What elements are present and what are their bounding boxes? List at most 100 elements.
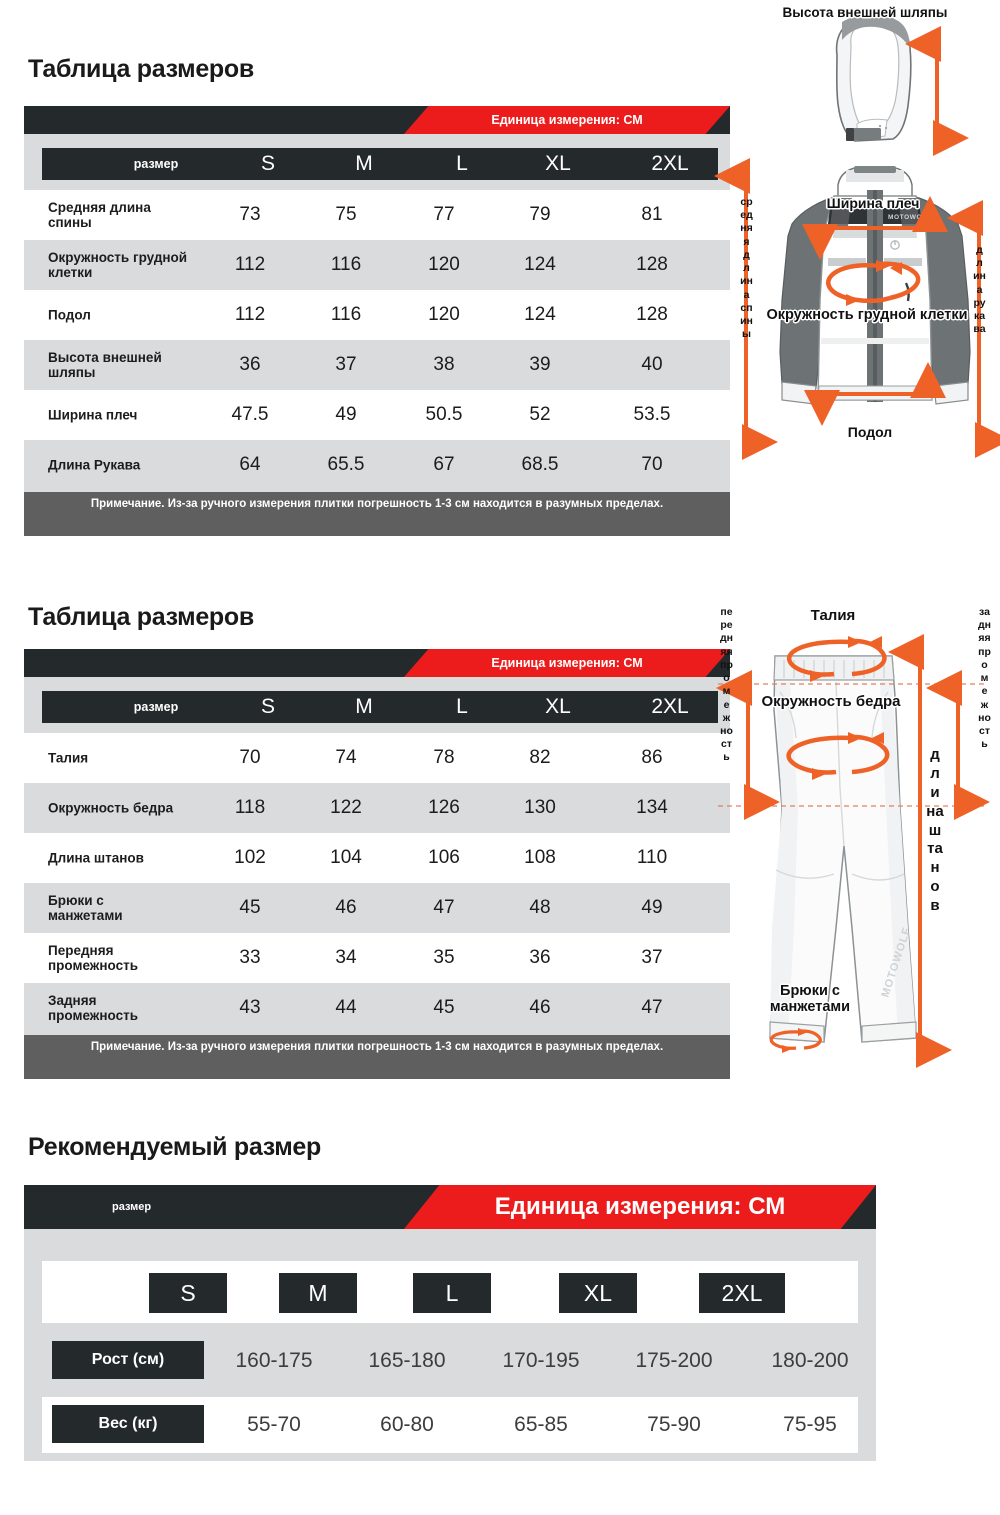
chest-circumference-label: Окружность грудной клетки xyxy=(766,307,968,323)
measurement-note: Примечание. Из-за ручного измерения плит… xyxy=(24,1035,730,1079)
row-label: Ширина плеч xyxy=(48,407,138,423)
cell-jacket-s: 112 xyxy=(234,254,266,275)
column-header-m: M xyxy=(355,695,373,718)
table-row-inner: Брюки с манжетами 45 46 47 48 49 xyxy=(42,883,718,933)
column-header-l: L xyxy=(456,152,468,175)
row-label: Высота внешней шляпы xyxy=(48,349,162,380)
column-header-xl: XL xyxy=(545,695,571,718)
row-label: Окружность бедра xyxy=(48,800,174,816)
table-body: Средняя длина спины 73 75 77 79 81 Окружность г… xyxy=(24,190,730,490)
cell-jacket-l: 120 xyxy=(428,304,460,325)
column-header-m: M xyxy=(355,152,373,175)
row-label: Задняя промежность xyxy=(48,992,138,1023)
cell-pants-s: 70 xyxy=(239,747,261,768)
table-row-inner: Передняя промежность 33 34 35 36 37 xyxy=(42,933,718,983)
pants-diagram: MOTOWOLF xyxy=(712,598,1000,1080)
pants-table-title: Таблица размеров xyxy=(28,603,254,631)
cell-pants-2xl: 37 xyxy=(641,947,663,968)
column-header-row: размер S M L XL 2XL xyxy=(42,691,718,723)
size-chip-s: S xyxy=(149,1273,227,1313)
table-row: Брюки с манжетами 45 46 47 48 49 xyxy=(24,883,730,933)
table-row: Вес (кг) 55-70 60-80 65-85 75-90 75-95 xyxy=(42,1397,858,1453)
column-header-l: L xyxy=(456,695,468,718)
sleeve-length-label: длина рукава xyxy=(973,244,986,336)
cell-jacket-l: 50.5 xyxy=(425,404,463,425)
size-chip-2xl: 2XL xyxy=(699,1273,785,1313)
cell-jacket-xl: 124 xyxy=(524,304,556,325)
height-value-l: 170-195 xyxy=(502,1349,580,1372)
table-row-inner: Длина штанов 102 104 106 108 110 xyxy=(42,833,718,883)
cell-pants-m: 122 xyxy=(330,797,362,818)
jacket-brand-text: MOTOWOLF xyxy=(888,214,931,221)
table-row: Талия 70 74 78 82 86 xyxy=(24,733,730,783)
cell-pants-m: 74 xyxy=(335,747,357,768)
table-row: Задняя промежность 43 44 45 46 47 xyxy=(24,983,730,1033)
table-row: Передняя промежность 33 34 35 36 37 xyxy=(24,933,730,983)
measurement-note: Примечание. Из-за ручного измерения плит… xyxy=(24,492,730,536)
table-row-inner: Подол 112 116 120 124 128 xyxy=(42,290,718,340)
cell-jacket-l: 120 xyxy=(428,254,460,275)
table-row: Длина штанов 102 104 106 108 110 xyxy=(24,833,730,883)
cell-jacket-2xl: 81 xyxy=(641,204,663,225)
cell-pants-l: 126 xyxy=(428,797,460,818)
hood-shape xyxy=(835,14,912,142)
cell-jacket-xl: 124 xyxy=(524,254,556,275)
hip-circumference-label: Окружность бедра xyxy=(761,693,901,710)
cell-jacket-2xl: 53.5 xyxy=(633,404,671,425)
row-label-height: Рост (см) xyxy=(52,1341,204,1379)
size-chip-xl: XL xyxy=(559,1273,637,1313)
size-chip-l: L xyxy=(413,1273,491,1313)
cell-jacket-2xl: 40 xyxy=(641,354,663,375)
cell-pants-xl: 82 xyxy=(529,747,551,768)
table-row-inner: Талия 70 74 78 82 86 xyxy=(42,733,718,783)
pants-size-table: Единица измерения: СМ размер S M L XL 2X… xyxy=(24,649,730,1079)
row-label: Подол xyxy=(48,307,91,323)
table-row: Рост (см) 160-175 165-180 170-195 175-20… xyxy=(24,1331,876,1391)
table-header-bar: Единица измерения: СМ xyxy=(24,649,730,677)
cell-pants-xl: 46 xyxy=(529,997,551,1018)
table-row: Окружность бедра 118 122 126 130 134 xyxy=(24,783,730,833)
cuff-label: Брюки с манжетами xyxy=(769,983,851,1015)
cell-jacket-2xl: 128 xyxy=(636,304,668,325)
recommended-table-title: Рекомендуемый размер xyxy=(28,1133,322,1161)
weight-value-s: 55-70 xyxy=(247,1413,301,1436)
table-row: Подол 112 116 120 124 128 xyxy=(24,290,730,340)
cell-jacket-m: 37 xyxy=(335,354,357,375)
cell-pants-m: 44 xyxy=(335,997,357,1018)
cell-jacket-l: 67 xyxy=(433,454,455,475)
shoulder-width-label: Ширина плеч xyxy=(826,195,920,211)
table-row: Высота внешней шляпы 36 37 38 39 40 xyxy=(24,340,730,390)
table-row-inner: Средняя длина спины 73 75 77 79 81 xyxy=(42,190,718,240)
weight-value-m: 60-80 xyxy=(380,1413,434,1436)
column-header-size-word: размер xyxy=(133,700,179,714)
cell-pants-2xl: 134 xyxy=(636,797,668,818)
height-value-xl: 175-200 xyxy=(635,1349,713,1372)
size-word-label: размер xyxy=(112,1201,152,1213)
hood-height-label: Высота внешней шляпы xyxy=(782,5,948,20)
height-value-2xl: 180-200 xyxy=(771,1349,849,1372)
cell-pants-s: 118 xyxy=(234,797,266,818)
column-header-2xl: 2XL xyxy=(651,695,689,718)
table-row-inner: Ширина плеч 47.5 49 50.5 52 53.5 xyxy=(42,390,718,440)
cell-jacket-s: 64 xyxy=(239,454,261,475)
cell-pants-xl: 48 xyxy=(529,897,551,918)
cell-jacket-xl: 52 xyxy=(529,404,551,425)
column-header-2xl: 2XL xyxy=(651,152,689,175)
jacket-table-title: Таблица размеров xyxy=(28,55,254,83)
chest-circumference-arrow xyxy=(826,261,921,303)
jacket-size-table: Единица измерения: СМ размер S M L XL 2X… xyxy=(24,106,730,536)
cell-jacket-s: 47.5 xyxy=(231,404,269,425)
waist-label: Талия xyxy=(810,607,856,624)
column-header-s: S xyxy=(260,695,276,718)
cell-pants-s: 33 xyxy=(239,947,261,968)
cell-jacket-s: 36 xyxy=(239,354,261,375)
cell-jacket-xl: 79 xyxy=(529,204,551,225)
cell-pants-m: 104 xyxy=(330,847,362,868)
cell-pants-l: 35 xyxy=(433,947,455,968)
table-body: Талия 70 74 78 82 86 Окружность бедра 118 122 126… xyxy=(24,733,730,1033)
cell-pants-l: 47 xyxy=(433,897,455,918)
cell-jacket-2xl: 128 xyxy=(636,254,668,275)
pants-illustration: MOTOWOLF xyxy=(716,634,990,1068)
cell-pants-m: 46 xyxy=(335,897,357,918)
